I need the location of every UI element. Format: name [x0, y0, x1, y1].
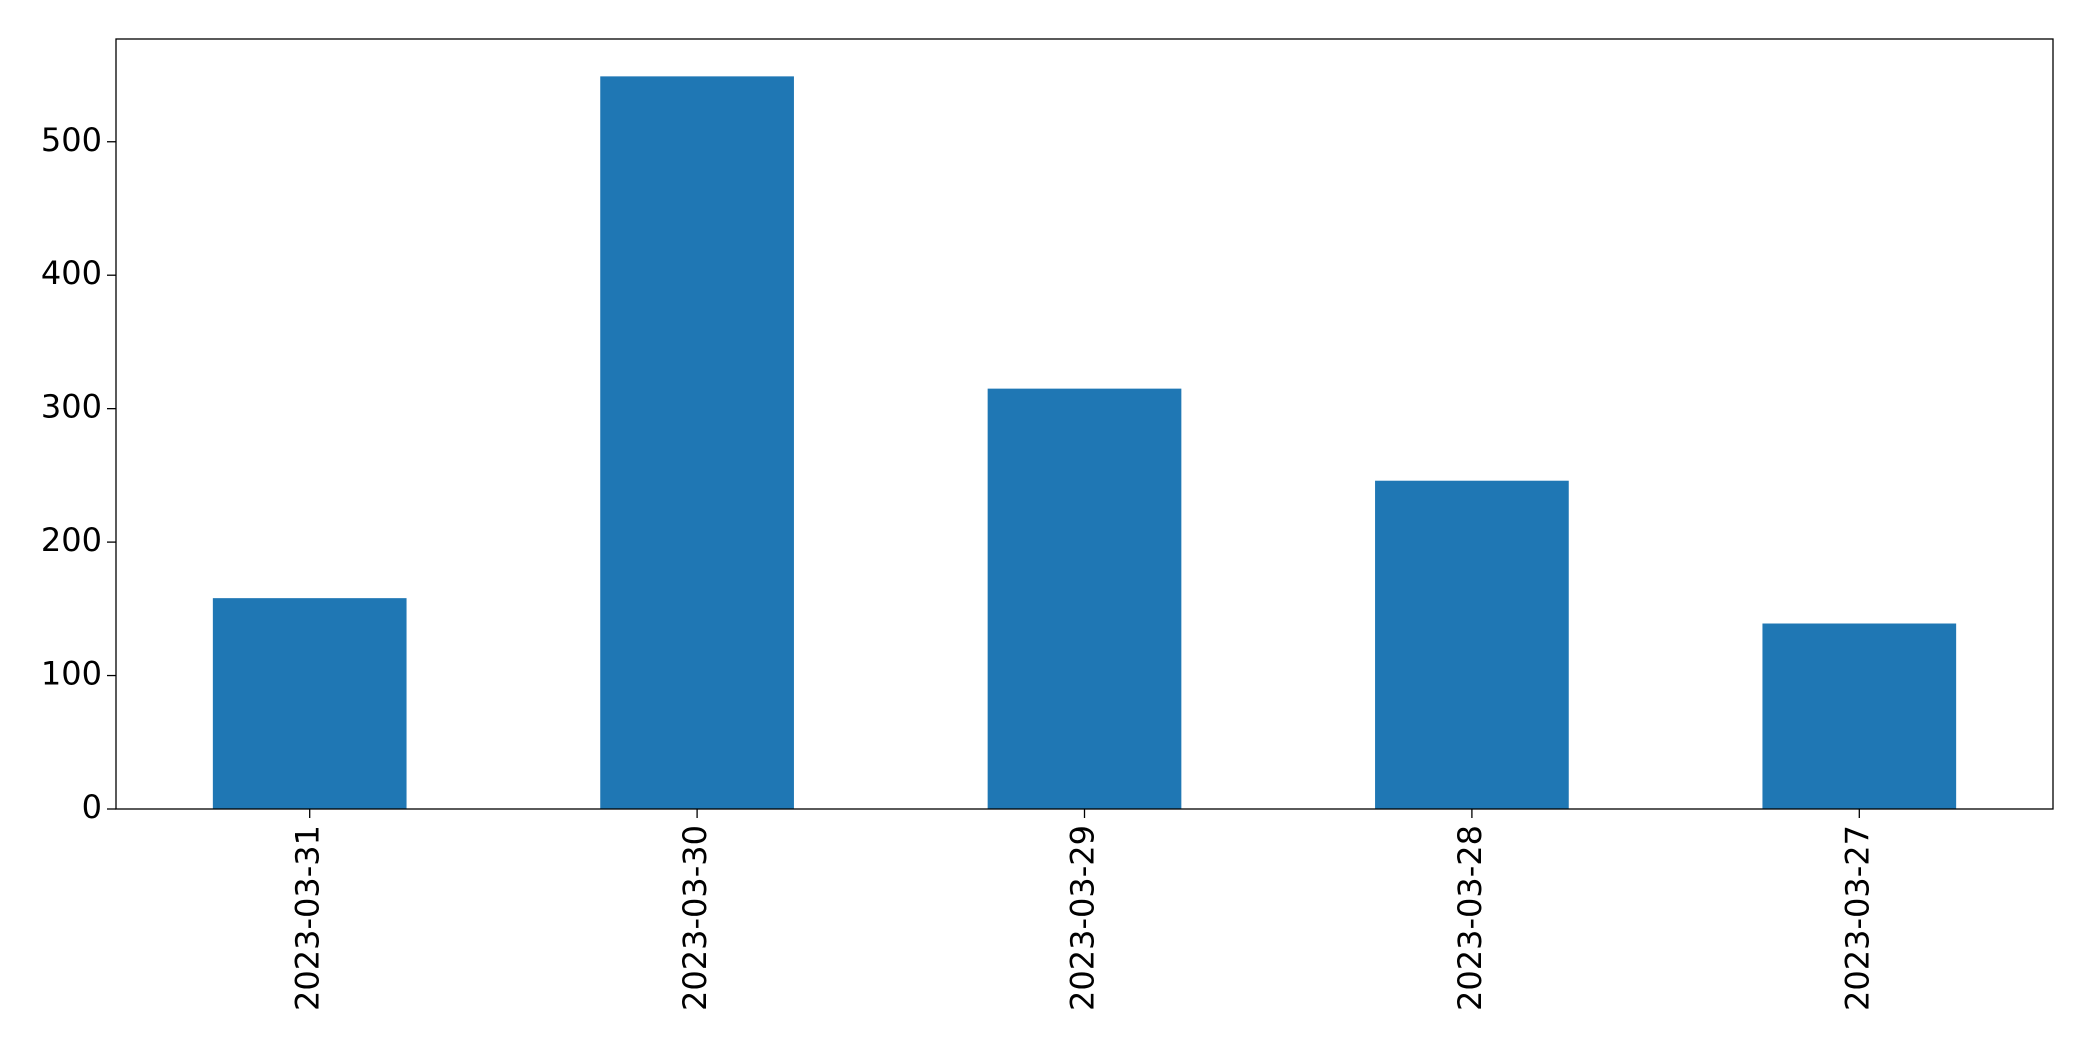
y-tick-label: 300 — [41, 388, 102, 426]
bar — [1375, 480, 1569, 809]
x-tick-label: 2023-03-30 — [676, 825, 714, 1011]
x-tick-label: 2023-03-31 — [289, 825, 327, 1011]
y-tick-label: 400 — [41, 254, 102, 292]
plot-frame — [115, 38, 2054, 810]
y-tick-label: 500 — [41, 121, 102, 159]
y-tick-label: 100 — [41, 655, 102, 693]
bar — [600, 76, 794, 810]
y-tick-label: 200 — [41, 521, 102, 559]
y-tick-label: 0 — [82, 788, 102, 826]
bar — [212, 598, 407, 809]
x-tick-label: 2023-03-29 — [1064, 825, 1102, 1011]
bar — [987, 388, 1182, 809]
x-tick-label: 2023-03-28 — [1451, 825, 1489, 1011]
bar — [1762, 623, 1957, 809]
x-tick-label: 2023-03-27 — [1838, 825, 1876, 1011]
